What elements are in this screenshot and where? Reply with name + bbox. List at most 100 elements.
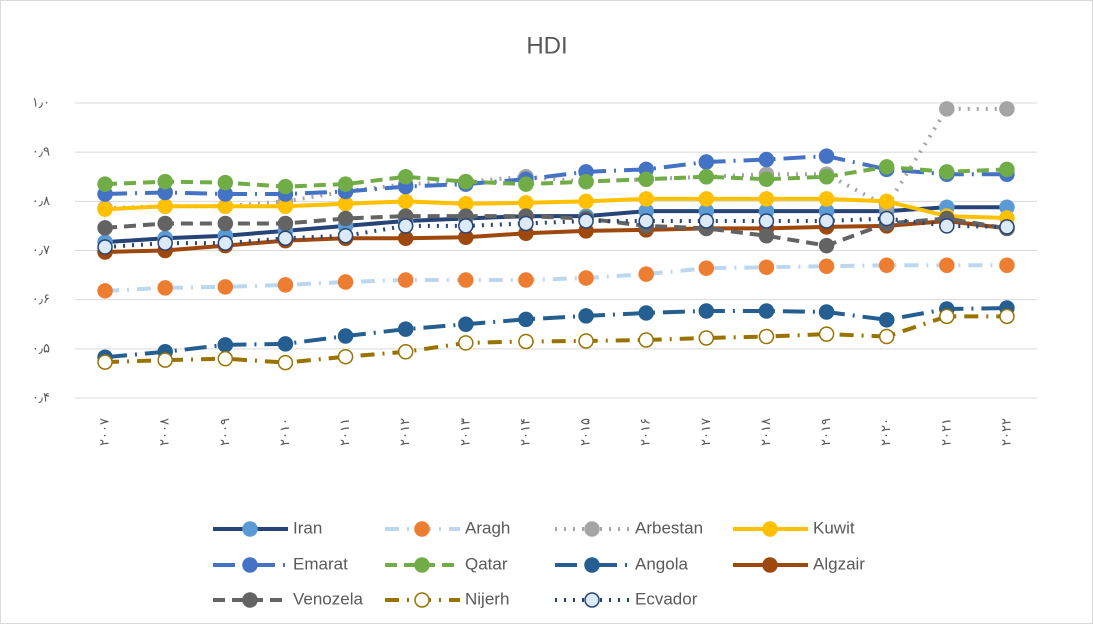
- data-point: [939, 257, 955, 273]
- data-point: [578, 308, 594, 324]
- legend-marker: [584, 521, 600, 537]
- data-point: [217, 215, 234, 232]
- data-point: [878, 312, 895, 328]
- data-point: [277, 354, 294, 371]
- legend-label: Iran: [293, 518, 322, 537]
- series-line: [104, 106, 1007, 211]
- data-point: [758, 213, 775, 229]
- x-tick-label: ۲۰۱۳: [458, 418, 473, 446]
- data-point: [638, 332, 654, 348]
- x-tick-label: ۲۰۱۹: [819, 418, 834, 446]
- data-point: [638, 191, 654, 207]
- data-point: [97, 201, 113, 217]
- data-point: [277, 230, 294, 246]
- series-line: [104, 263, 1007, 293]
- legend-label: Qatar: [465, 554, 508, 573]
- legend-marker: [762, 521, 778, 537]
- data-point: [217, 174, 234, 191]
- legend-marker: [414, 557, 430, 573]
- data-point: [337, 328, 354, 344]
- data-point: [157, 198, 173, 214]
- data-point: [458, 272, 474, 288]
- data-point: [578, 333, 594, 349]
- y-tick-label: ۰٫۷: [32, 243, 50, 258]
- data-point: [939, 308, 955, 325]
- x-tick-label: ۲۰۱۱: [338, 418, 353, 446]
- x-tick-label: ۲۰۲۲: [999, 418, 1014, 446]
- data-point: [758, 191, 775, 207]
- data-point: [337, 210, 354, 227]
- legend-marker: [584, 557, 600, 573]
- data-point: [217, 337, 234, 353]
- data-point: [698, 330, 715, 346]
- data-point: [939, 218, 955, 234]
- legend-label: Venozela: [293, 589, 363, 608]
- data-point: [818, 148, 835, 164]
- data-point: [698, 191, 715, 207]
- series-line: [104, 205, 1007, 245]
- data-point: [999, 219, 1015, 235]
- x-tick-label: ۲۰۱۵: [579, 418, 594, 446]
- data-point: [638, 171, 654, 187]
- series-line: [104, 196, 1008, 221]
- data-point: [277, 178, 294, 195]
- data-point: [818, 169, 835, 185]
- data-point: [758, 328, 775, 345]
- legend-label: Emarat: [293, 554, 348, 573]
- x-tick-label: ۲۰۲۰: [879, 418, 894, 446]
- legend-label: Ecvador: [635, 589, 698, 608]
- legend-label: Aragh: [465, 518, 510, 537]
- data-point: [337, 274, 354, 290]
- data-point: [578, 213, 594, 229]
- data-point: [758, 228, 775, 244]
- data-point: [157, 173, 173, 190]
- x-tick-label: ۲۰۰۷: [98, 418, 113, 446]
- data-point: [878, 210, 895, 227]
- data-point: [999, 308, 1015, 325]
- data-point: [397, 169, 414, 185]
- legend-label: Angola: [635, 554, 688, 573]
- data-point: [758, 151, 775, 168]
- x-tick-label: ۲۰۱۶: [639, 418, 654, 446]
- series-line: [105, 154, 1007, 196]
- legend-label: Arbestan: [635, 518, 703, 537]
- data-point: [518, 272, 534, 288]
- data-point: [277, 336, 294, 352]
- data-point: [157, 280, 173, 296]
- legend-marker: [242, 592, 258, 608]
- data-point: [97, 239, 113, 255]
- data-point: [337, 176, 354, 192]
- data-point: [818, 258, 835, 274]
- legend-marker: [414, 592, 430, 608]
- y-tick-label: ۰٫۸: [32, 194, 50, 209]
- x-tick-label: ۲۰۱۸: [759, 418, 774, 446]
- data-point: [878, 328, 895, 345]
- legend-marker: [762, 557, 778, 573]
- data-point: [939, 101, 955, 117]
- data-point: [758, 171, 775, 187]
- y-tick-label: ۰٫۵: [32, 341, 50, 356]
- data-point: [397, 344, 414, 360]
- data-point: [758, 259, 775, 275]
- data-point: [157, 235, 173, 251]
- data-point: [518, 333, 534, 350]
- data-point: [518, 195, 534, 211]
- data-point: [818, 213, 835, 229]
- data-point: [878, 257, 895, 273]
- data-point: [638, 266, 654, 282]
- data-point: [458, 173, 474, 190]
- data-point: [578, 173, 594, 190]
- data-point: [97, 176, 113, 192]
- data-point: [458, 316, 474, 332]
- data-point: [818, 191, 835, 207]
- data-point: [578, 270, 594, 286]
- data-point: [337, 228, 354, 244]
- x-tick-label: ۲۰۱۴: [518, 418, 533, 446]
- data-point: [939, 164, 955, 180]
- data-point: [397, 193, 414, 210]
- x-tick-label: ۲۰۱۷: [699, 418, 714, 446]
- x-tick-label: ۲۰۲۱: [939, 418, 954, 446]
- data-point: [458, 335, 474, 351]
- data-point: [878, 159, 895, 175]
